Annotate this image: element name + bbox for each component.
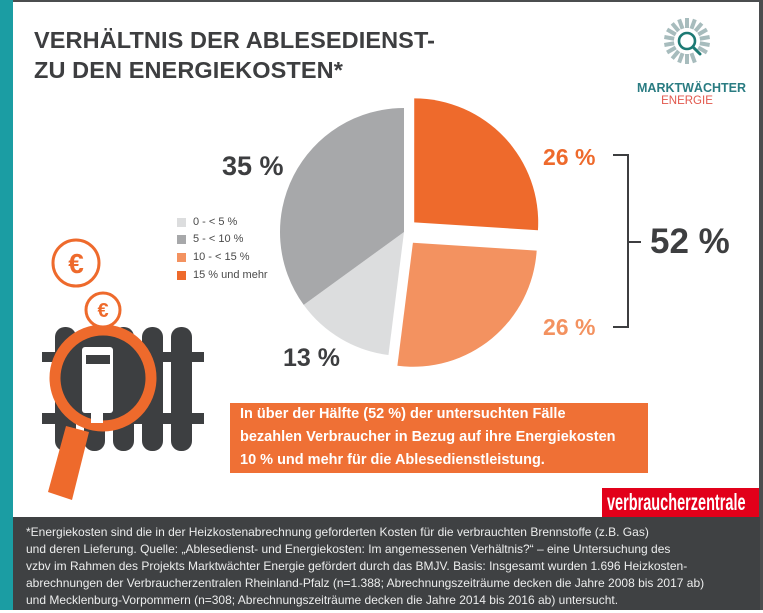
euro-symbol: € [68,248,84,279]
logo-ray [677,18,685,30]
euro-symbol: € [97,300,108,322]
footnote-line-5: und Mecklenburg-Vorpommern (n=308; Abrec… [26,593,619,607]
legend-item-10-15: 10 - < 15 % [177,250,250,264]
legend-item-15-plus: 15 % und mehr [177,268,268,282]
logo-ray [664,41,675,47]
logo-ray [666,45,677,55]
logo-ray [693,22,704,33]
radiator-illustration: € € [42,238,204,500]
callout-line-1: In über der Hälfte (52 %) der untersucht… [240,406,566,422]
legend-item-0-5: 0 - < 5 % [177,215,237,229]
frame-right-border [759,0,763,610]
bracket-total-label: 52 % [650,222,730,261]
logo-ray [670,49,681,60]
heat-meter-icon [82,347,113,423]
footnote-panel: *Energiekosten sind die in der Heizkoste… [13,517,760,610]
marktwaechter-logo-icon [664,18,710,64]
logo-ray [697,27,708,37]
logo-ray [666,27,677,37]
frame-top-border [0,0,763,2]
legend-swatch [177,234,186,244]
logo-name: MARKTWÄCHTER [637,81,747,95]
logo-ray [677,52,685,64]
logo-ray [664,35,675,41]
data-label-15-plus: 26 % [543,144,596,170]
logo-ray [699,35,710,41]
logo-ray [689,52,697,64]
teal-accent-bar [0,0,13,610]
page-title-line-1: VERHÄLTNIS DER ABLESEDIENST- [34,27,436,53]
euro-coin-icon-small: € [84,291,122,329]
logo-ray [697,45,708,55]
callout-line-2: bezahlen Verbraucher in Bezug auf ihre E… [240,429,616,445]
footnote-line-1: *Energiekosten sind die in der Heizkoste… [26,525,649,539]
data-label-5-10: 35 % [222,151,284,181]
legend-swatch [177,252,186,262]
legend-label: 10 - < 15 % [193,251,250,263]
logo-subtitle: ENERGIE [661,95,713,107]
legend-label: 0 - < 5 % [193,216,238,228]
footnote-line-2: und deren Lieferung. Quelle: „Ablesedien… [26,542,671,556]
verbraucherzentrale-logo: verbraucherzentrale [602,488,759,517]
legend-swatch [177,270,186,280]
bracket-middle-tick [627,241,641,243]
legend-swatch [177,217,186,227]
data-label-10-15: 26 % [543,314,596,340]
euro-coin-icon-large: € [51,238,101,288]
legend-item-5-10: 5 - < 10 % [177,232,243,246]
logo-ray [689,18,697,30]
page-title-line-2: ZU DEN ENERGIEKOSTEN* [34,57,343,83]
bracket-bottom-tick [613,326,629,328]
footnote-line-4: abrechnungen der Verbraucherzentralen Rh… [26,576,705,590]
logo-ray [670,22,681,33]
data-label-0-5: 13 % [283,344,340,372]
legend-label: 15 % und mehr [193,269,268,281]
logo-ray [699,41,710,47]
bracket-top-tick [613,154,629,156]
brand-name: verbraucherzentrale [607,489,746,515]
footnote-line-3: vzbv im Rahmen des Projekts Marktwächter… [26,559,688,573]
legend-label: 5 - < 10 % [193,233,244,245]
callout-line-3: 10 % und mehr für die Ablesedienstleistu… [240,452,545,468]
key-finding-callout: In über der Hälfte (52 %) der untersucht… [230,403,648,473]
